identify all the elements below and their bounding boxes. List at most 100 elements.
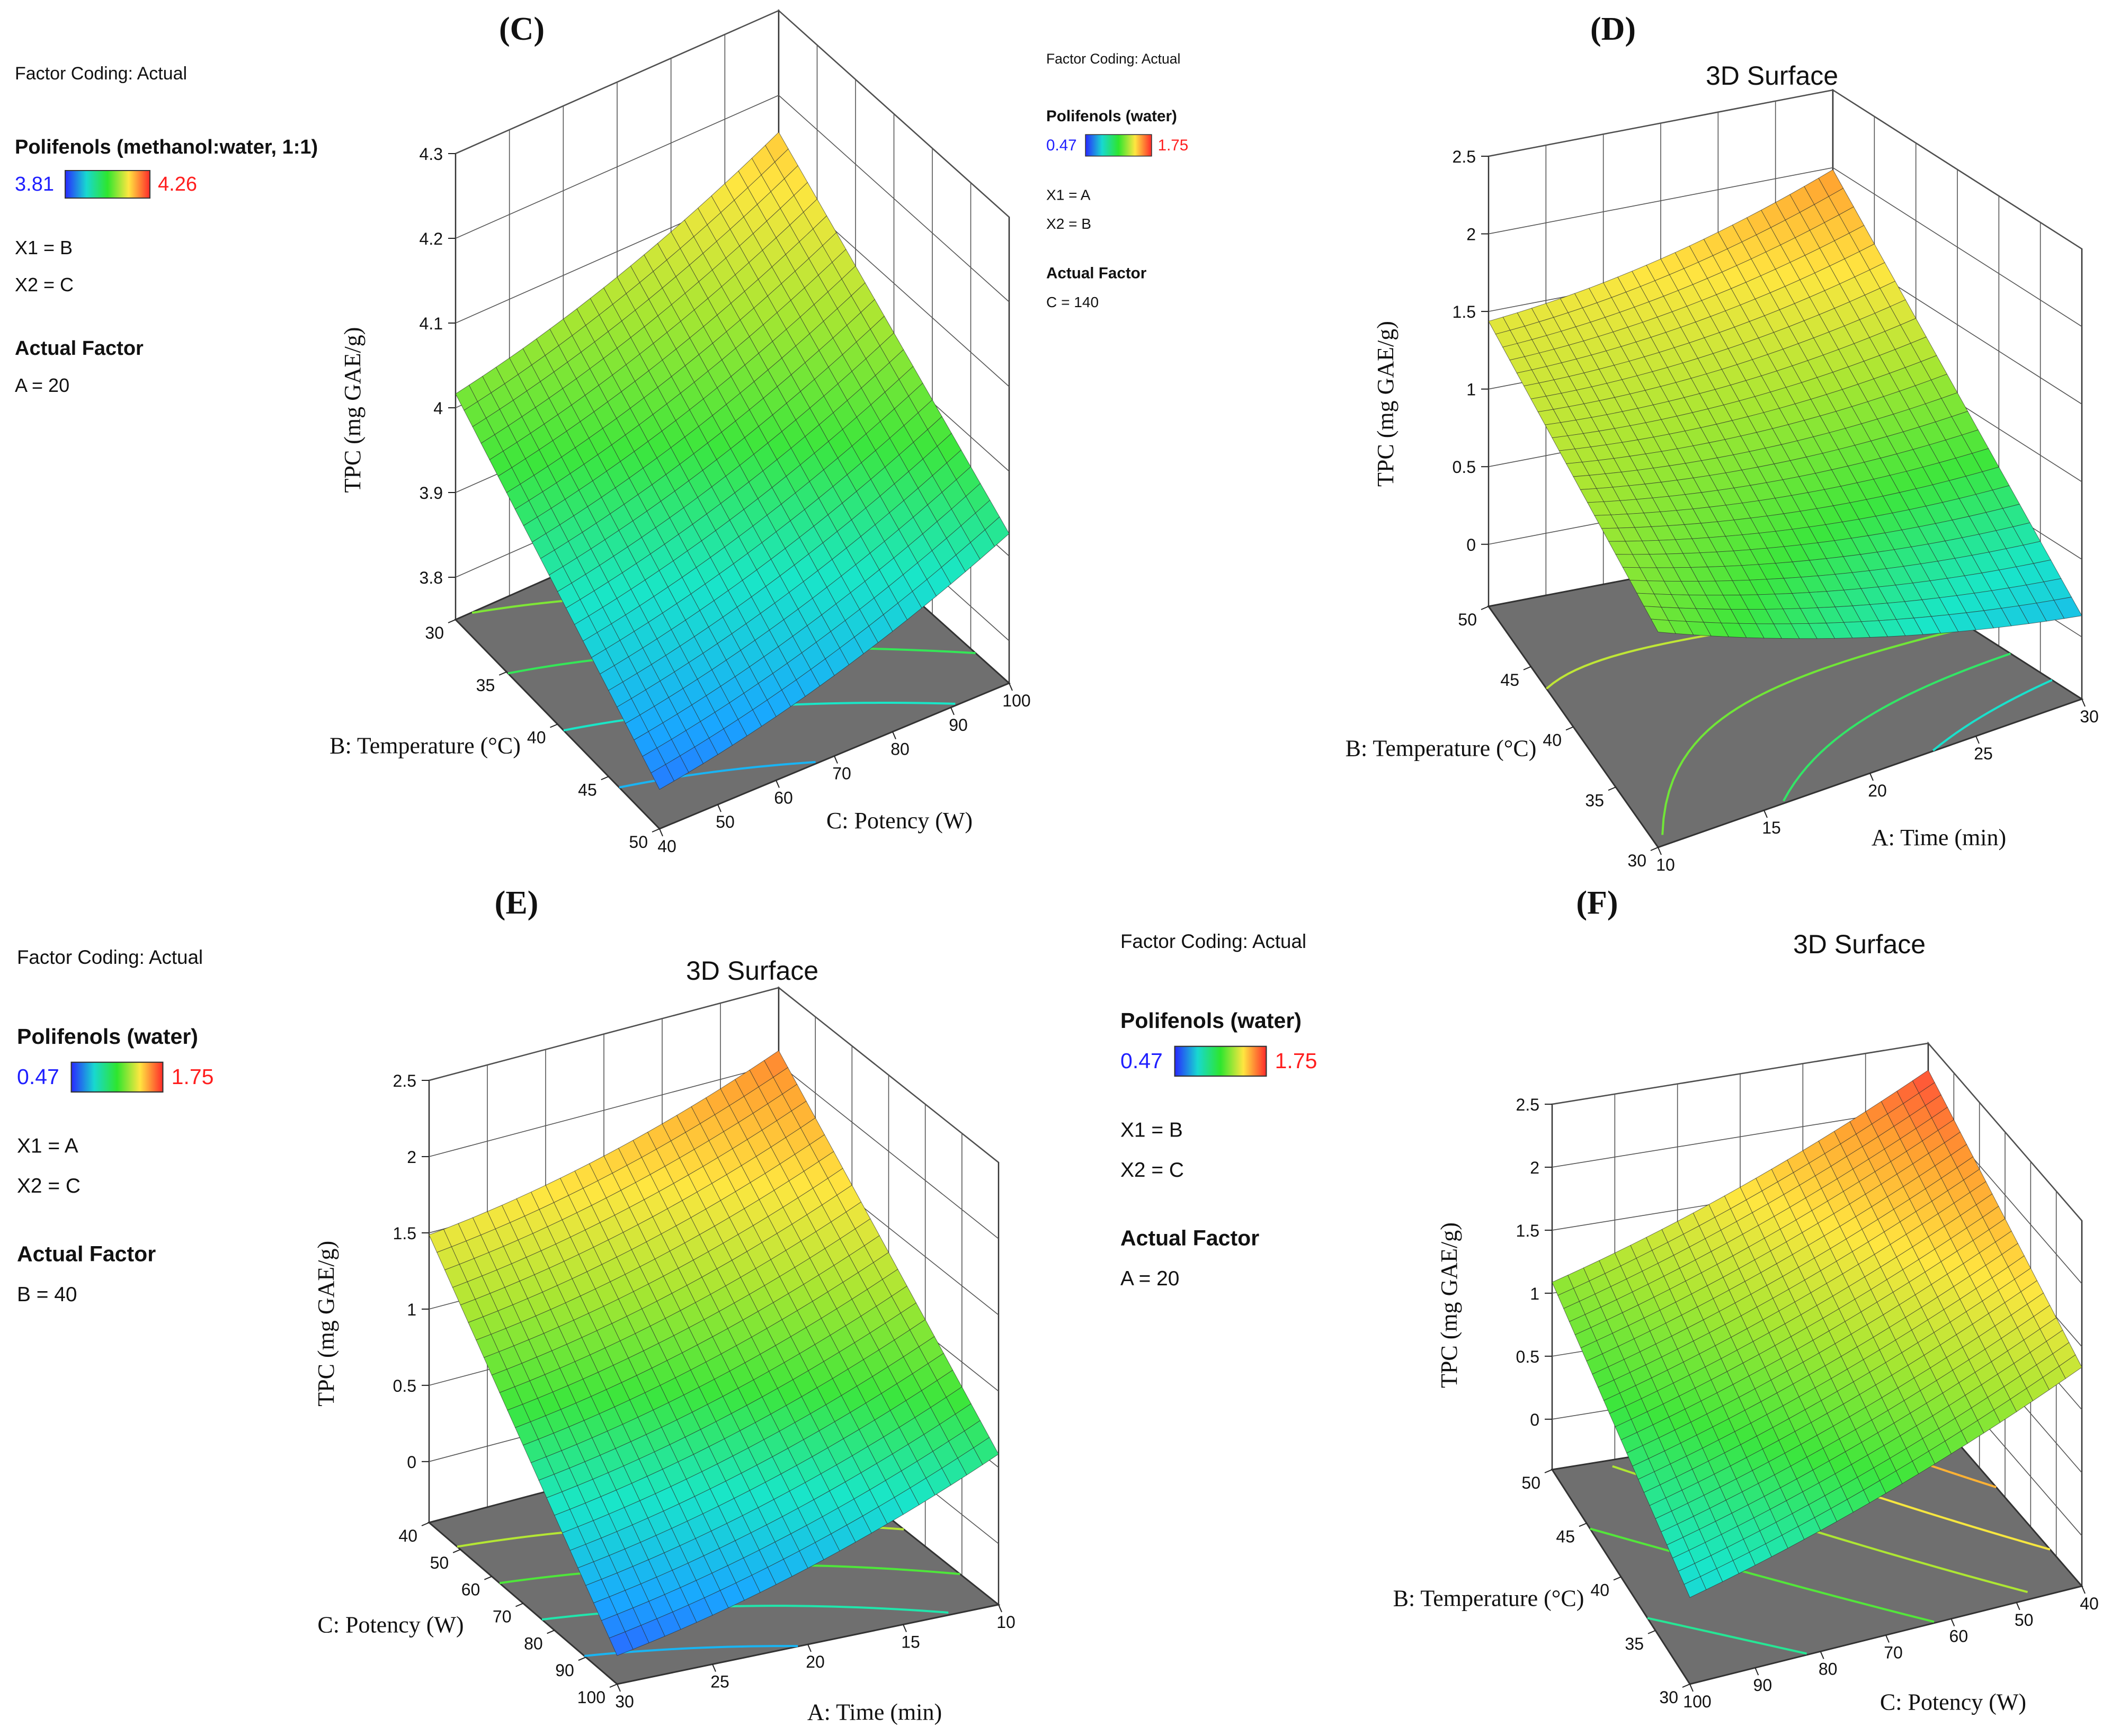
right-axis-tick-label: 100 [1683,1692,1711,1711]
left-axis-tick-label: 35 [1585,791,1604,810]
left-axis-tick [1565,726,1574,731]
contour-line [1783,652,2011,802]
x1-assignment: X1 = A [17,1134,78,1157]
z-tick-label: 0.5 [1453,458,1476,477]
legend: Factor Coding: Actual Polifenols (water) 0… [1120,930,1317,1290]
legend: Factor Coding: Actual Polifenols (methano… [15,64,318,396]
response-surface [1488,169,2082,639]
right-axis-tick-label: 10 [1656,855,1675,874]
right-axis-tick-label: 20 [1868,781,1887,800]
z-axis-label: TPC (mg GAE/g) [1436,1222,1462,1388]
chart-panel-e: (E) 3D Surface Factor Coding: Actual Polife… [17,885,1016,1725]
right-axis-tick-label: 70 [1884,1643,1903,1662]
z-tick-label: 1.5 [1453,302,1476,321]
x2-assignment: X2 = B [1046,216,1091,232]
z-tick-label: 3.9 [420,484,443,503]
left-axis-tick [652,828,660,833]
actual-factor-title: Actual Factor [1046,265,1147,282]
left-axis-tick [515,1603,523,1607]
left-axis-tick [498,671,507,676]
right-axis-tick-label: 30 [2080,707,2099,726]
scale-max-value: 1.75 [1158,137,1189,154]
chart-panel-d: (D) 3D Surface Factor Coding: Actual Polife… [1046,11,2099,874]
right-axis-tick-label: 25 [710,1672,729,1692]
actual-factor-value: A = 20 [15,374,69,396]
x1-assignment: X1 = B [1120,1118,1183,1141]
z-tick-label: 3.8 [420,568,443,587]
right-axis-tick-label: 10 [996,1613,1016,1632]
left-axis-tick-label: 50 [1458,610,1477,629]
right-axis-tick [998,1604,1002,1613]
z-axis-label: TPC (mg GAE/g) [313,1241,339,1407]
right-axis-tick [903,1624,907,1632]
left-axis-tick-label: 70 [493,1607,512,1626]
right-axis-label: A: Time (min) [807,1699,942,1725]
panel-label: (C) [499,11,545,47]
panel-label: (F) [1576,885,1618,921]
z-axis-label: TPC (mg GAE/g) [1373,321,1399,487]
legend: Factor Coding: Actual Polifenols (water) 0… [17,946,213,1306]
left-axis-tick-label: 35 [476,676,495,695]
actual-factor-value: A = 20 [1120,1267,1179,1290]
right-axis-tick-label: 80 [890,740,910,759]
scale-min-value: 3.81 [15,173,54,195]
panel-label: (D) [1590,11,1636,47]
right-axis-tick-label: 15 [1762,818,1781,837]
left-axis-tick-label: 60 [461,1580,480,1599]
x2-assignment: X2 = C [15,274,74,296]
factor-coding-text: Factor Coding: Actual [15,64,187,84]
scale-max-value: 4.26 [158,173,197,195]
right-axis-tick [617,1684,621,1692]
right-axis-tick [1975,736,1980,744]
right-axis-tick [834,756,838,764]
left-axis-tick-label: 40 [527,728,546,747]
left-axis-tick [484,1576,492,1580]
left-axis-tick-label: 40 [398,1526,417,1545]
chart-title: 3D Surface [1706,61,1838,91]
contour-line [1661,626,1970,835]
left-axis-tick [1608,786,1616,791]
right-axis-tick-label: 90 [949,715,968,735]
right-axis-tick [950,707,955,715]
contour-line [1932,679,2053,751]
right-axis-tick-label: 70 [832,764,851,783]
right-axis-tick-label: 60 [774,788,793,807]
left-axis-tick [1523,666,1531,670]
z-tick-label: 2 [407,1148,416,1167]
z-tick-label: 1.5 [393,1224,416,1243]
chart-title: 3D Surface [1793,929,1926,959]
left-axis-tick-label: 35 [1625,1634,1644,1653]
z-tick-label: 4 [433,399,443,418]
z-tick-label: 4.1 [420,314,443,333]
color-scale-bar [65,170,150,199]
scale-min-value: 0.47 [1120,1049,1163,1073]
right-axis-tick-label: 40 [2080,1594,2099,1613]
x2-assignment: X2 = C [1120,1159,1184,1182]
left-axis-tick [1682,1684,1690,1688]
z-tick-label: 2.5 [1453,147,1476,166]
right-axis-label: C: Potency (W) [1880,1689,2026,1715]
right-axis-tick [1009,683,1013,691]
actual-factor-title: Actual Factor [15,337,144,360]
left-axis-tick-label: 45 [578,780,597,799]
left-axis-tick-label: 50 [1521,1473,1540,1492]
z-tick-label: 1 [1530,1284,1539,1303]
surface-cell [651,764,675,790]
left-axis-tick-label: 30 [1659,1688,1678,1707]
left-axis-tick-label: 80 [524,1634,543,1653]
left-axis-tick [1544,1469,1553,1473]
right-axis-tick-label: 50 [716,812,735,831]
response-name: Polifenols (water) [17,1024,198,1049]
left-axis-label: B: Temperature (°C) [1393,1586,1584,1612]
left-axis-tick-label: 30 [425,623,444,642]
z-tick-label: 0 [1530,1410,1539,1429]
right-axis-tick [2081,699,2086,707]
response-surface [455,131,1010,790]
left-axis-tick [421,1522,430,1526]
left-axis-tick-label: 45 [1556,1527,1575,1546]
right-axis-tick-label: 90 [1753,1676,1772,1695]
scale-min-value: 0.47 [17,1064,59,1089]
left-axis-tick-label: 45 [1500,670,1519,690]
response-surface [429,1050,999,1656]
